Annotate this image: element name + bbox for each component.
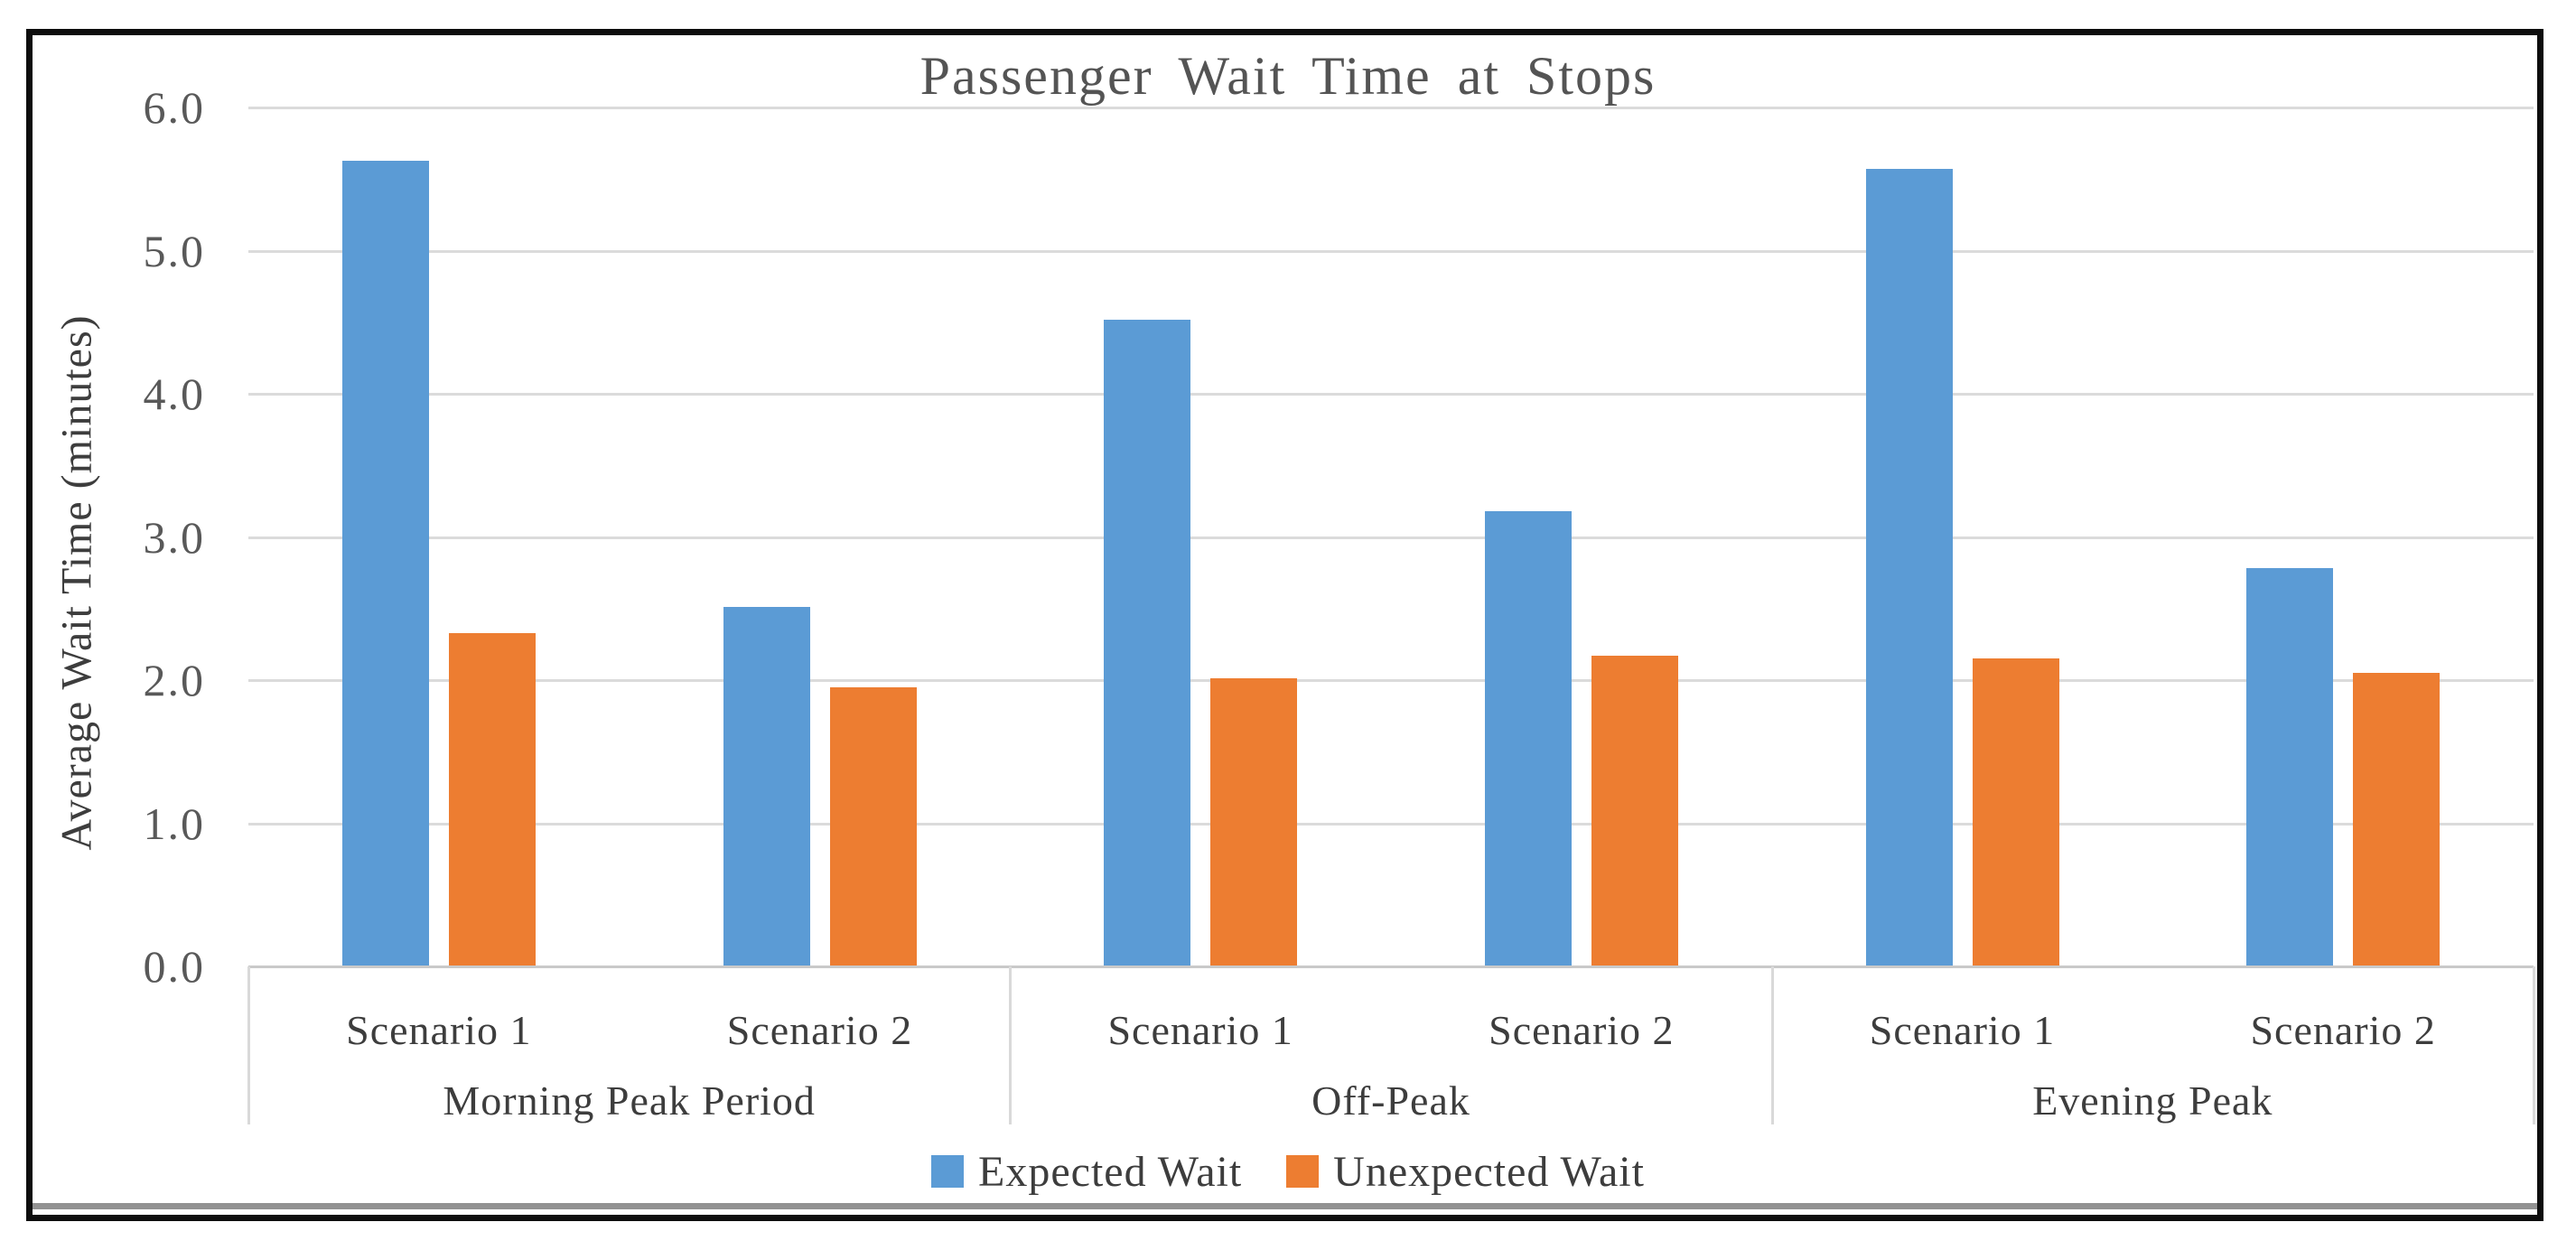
y-tick-label: 0.0 [143, 941, 205, 992]
legend-item-expected-wait: Expected Wait [931, 1147, 1242, 1197]
bar-expected-wait-evening-peak-scenario-2 [2246, 568, 2334, 966]
gridline [248, 249, 2534, 253]
x-axis-line [248, 965, 2534, 968]
y-tick-label: 1.0 [143, 798, 205, 849]
legend-swatch-expected-wait-icon [931, 1155, 965, 1188]
category-separator [1770, 966, 1774, 1124]
bar-unexpected-wait-morning-peak-period-scenario-1 [448, 632, 536, 966]
legend-label-unexpected-wait: Unexpected Wait [1333, 1147, 1645, 1196]
legend: Expected Wait Unexpected Wait [0, 1136, 2576, 1207]
y-tick-label: 3.0 [143, 511, 205, 563]
category-scenario-label: Scenario 2 [1489, 1006, 1675, 1053]
bar-expected-wait-morning-peak-period-scenario-2 [723, 607, 810, 966]
gridline [248, 822, 2534, 826]
bar-unexpected-wait-evening-peak-scenario-1 [1972, 658, 2059, 966]
legend-swatch-unexpected-wait-icon [1286, 1155, 1320, 1188]
y-tick-label: 6.0 [143, 82, 205, 133]
category-group-label: Morning Peak Period [443, 1077, 816, 1124]
bar-expected-wait-off-peak-scenario-2 [1484, 510, 1572, 966]
category-group-label: Evening Peak [2032, 1077, 2273, 1124]
category-separator [2533, 966, 2535, 1124]
category-scenario-label: Scenario 1 [346, 1006, 532, 1053]
legend-label-expected-wait: Expected Wait [978, 1147, 1243, 1196]
category-scenario-label: Scenario 1 [1107, 1006, 1293, 1053]
category-scenario-label: Scenario 1 [1869, 1006, 2056, 1053]
gridline [248, 679, 2534, 682]
bar-expected-wait-morning-peak-period-scenario-1 [341, 160, 429, 966]
bar-expected-wait-off-peak-scenario-1 [1104, 319, 1191, 966]
y-tick-label: 5.0 [143, 225, 205, 276]
bar-unexpected-wait-off-peak-scenario-1 [1210, 678, 1298, 966]
bar-unexpected-wait-evening-peak-scenario-2 [2353, 673, 2441, 966]
gridline [248, 536, 2534, 539]
category-separator [1009, 966, 1013, 1124]
category-separator [247, 966, 250, 1124]
bar-unexpected-wait-morning-peak-period-scenario-2 [829, 686, 917, 966]
gridline [248, 393, 2534, 396]
category-group-label: Off-Peak [1311, 1077, 1470, 1124]
y-tick-label: 2.0 [143, 655, 205, 705]
gridline [248, 107, 2534, 109]
bar-expected-wait-evening-peak-scenario-1 [1865, 169, 1953, 966]
chart-frame-bottom-shadow [33, 1203, 2537, 1209]
bar-unexpected-wait-off-peak-scenario-2 [1591, 656, 1678, 966]
chart-title: Passenger Wait Time at Stops [919, 46, 1657, 106]
category-scenario-label: Scenario 2 [726, 1006, 913, 1053]
y-tick-label: 4.0 [143, 368, 205, 419]
legend-item-unexpected-wait: Unexpected Wait [1286, 1147, 1645, 1197]
category-scenario-label: Scenario 2 [2250, 1006, 2436, 1053]
